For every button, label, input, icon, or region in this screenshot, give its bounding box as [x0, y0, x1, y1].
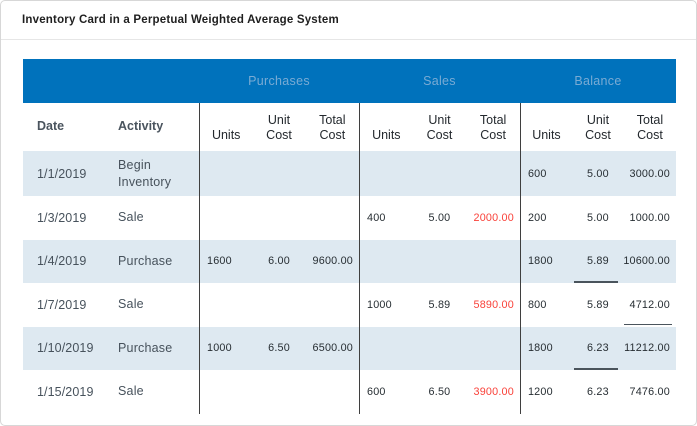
title-bar: Inventory Card in a Perpetual Weighted A…	[1, 1, 696, 40]
sales-units-cell: 1000	[358, 283, 413, 327]
balance-total-cost-cell: 7476.00	[629, 385, 670, 398]
purchases-total-cost-cell: 9600.00	[312, 255, 353, 268]
balance-total-cost-cell: 10600.00	[623, 255, 670, 268]
balance-unit-cost-cell: 6.23	[587, 385, 609, 398]
balance-units-cell: 600	[519, 151, 572, 196]
page-title: Inventory Card in a Perpetual Weighted A…	[22, 14, 339, 26]
balance-total-cost-cell: 3000.00	[629, 167, 670, 180]
sales-units-cell	[358, 151, 413, 196]
date-cell: 1/10/2019	[37, 341, 94, 356]
purchases-total-cost-cell: 6500.00	[312, 342, 353, 355]
col-header-label: Total Cost	[319, 112, 346, 143]
group-header-band: Purchases Sales Balance	[23, 59, 676, 103]
activity-cell: Sale	[118, 297, 144, 312]
group-label-purchases: Purchases	[248, 74, 310, 88]
purchases-units-cell	[199, 196, 252, 240]
balance-unit-cost-cell: 5.00	[587, 211, 609, 224]
sales-total-cost-cell	[466, 151, 520, 196]
balance-units-cell: 1800	[519, 239, 572, 283]
col-header-sales-total-cost: Total Cost	[466, 103, 520, 151]
sales-total-cost-cell: 3900.00	[473, 385, 514, 398]
group-label-sales: Sales	[423, 74, 456, 88]
date-cell: 1/1/2019	[37, 166, 87, 181]
table-row: 1/15/2019 Sale 600 6.50 3900.00 1200 6.2…	[23, 370, 676, 414]
purchases-units-cell	[199, 370, 252, 414]
col-header-balance-unit-cost: Unit Cost	[572, 103, 624, 151]
sales-total-cost-cell: 2000.00	[473, 211, 514, 224]
table-row: 1/10/2019 Purchase 1000 6.50 6500.00 180…	[23, 326, 676, 371]
purchases-total-cost-cell	[306, 151, 359, 196]
activity-cell: Sale	[118, 384, 144, 399]
inventory-table: Purchases Sales Balance Date Activity Un…	[23, 59, 676, 414]
purchases-unit-cost-cell	[252, 151, 305, 196]
balance-total-cost-cell: 4712.00	[623, 283, 676, 327]
table-row: 1/3/2019 Sale 400 5.00 2000.00 200 5.00 …	[23, 196, 676, 240]
col-header-label: Unit Cost	[585, 112, 611, 143]
date-cell: 1/7/2019	[37, 297, 87, 312]
purchases-unit-cost-cell: 6.00	[268, 255, 290, 268]
col-header-label: Unit Cost	[266, 112, 292, 143]
col-header-balance-total-cost: Total Cost	[624, 103, 676, 151]
col-header-label: Total Cost	[479, 112, 507, 143]
balance-unit-cost-cell: 5.00	[587, 167, 609, 180]
sales-total-cost-cell	[466, 240, 520, 284]
col-header-purchases-total-cost: Total Cost	[306, 103, 359, 151]
sales-unit-cost-cell	[413, 151, 467, 196]
sales-unit-cost-cell: 5.00	[428, 211, 451, 224]
group-label-balance: Balance	[574, 74, 622, 88]
purchases-total-cost-cell	[306, 196, 359, 240]
activity-cell: Purchase	[118, 340, 173, 355]
col-header-sales-units: Units	[358, 103, 413, 151]
col-header-purchases-units: Units	[199, 103, 252, 151]
date-cell: 1/15/2019	[37, 384, 94, 399]
balance-units-cell: 800	[519, 283, 572, 327]
sales-total-cost-cell	[466, 327, 520, 371]
purchases-unit-cost-cell: 6.50	[268, 342, 290, 355]
date-cell: 1/4/2019	[37, 254, 87, 269]
purchases-total-cost-cell	[306, 370, 359, 414]
purchases-unit-cost-cell	[252, 283, 305, 327]
activity-cell: Purchase	[118, 253, 173, 268]
column-header-row: Date Activity Units Unit Cost Total Cost…	[23, 103, 676, 151]
col-header-date: Date	[37, 119, 65, 134]
balance-total-cost-cell: 11212.00	[624, 342, 670, 355]
sales-unit-cost-cell: 5.89	[428, 298, 451, 311]
sales-units-cell	[358, 326, 413, 370]
col-header-balance-units: Units	[519, 103, 572, 151]
date-cell: 1/3/2019	[37, 210, 87, 225]
col-header-activity: Activity	[118, 119, 164, 134]
sales-unit-cost-cell	[413, 327, 467, 371]
sales-unit-cost-cell	[413, 240, 467, 284]
col-header-label: Total Cost	[636, 112, 664, 143]
balance-units-cell: 200	[519, 196, 572, 240]
purchases-units-cell: 1600	[199, 239, 252, 283]
balance-unit-cost-cell: 5.89	[572, 240, 624, 284]
col-header-sales-unit-cost: Unit Cost	[413, 103, 467, 151]
sales-units-cell: 600	[358, 370, 413, 414]
purchases-units-cell	[199, 283, 252, 327]
purchases-units-cell	[199, 151, 252, 196]
sales-total-cost-cell: 5890.00	[473, 298, 514, 311]
sales-units-cell	[358, 239, 413, 283]
table-row: 1/4/2019 Purchase 1600 6.00 9600.00 1800…	[23, 239, 676, 284]
balance-total-cost-cell: 1000.00	[629, 211, 670, 224]
sales-units-cell: 400	[358, 196, 413, 240]
col-header-purchases-unit-cost: Unit Cost	[252, 103, 305, 151]
purchases-total-cost-cell	[306, 283, 359, 327]
activity-cell: Sale	[118, 210, 144, 225]
purchases-units-cell: 1000	[199, 326, 252, 370]
balance-unit-cost-cell: 5.89	[587, 298, 609, 311]
table-row: 1/1/2019 Begin Inventory 600 5.00 3000.0…	[23, 151, 676, 196]
purchases-unit-cost-cell	[252, 370, 305, 414]
sales-unit-cost-cell: 6.50	[428, 385, 451, 398]
activity-cell: Begin Inventory	[118, 157, 172, 189]
balance-units-cell: 1800	[519, 326, 572, 370]
col-header-label: Unit Cost	[426, 112, 453, 143]
purchases-unit-cost-cell	[252, 196, 305, 240]
balance-units-cell: 1200	[519, 370, 572, 414]
balance-unit-cost-cell: 6.23	[572, 327, 624, 371]
table-row: 1/7/2019 Sale 1000 5.89 5890.00 800 5.89…	[23, 283, 676, 327]
